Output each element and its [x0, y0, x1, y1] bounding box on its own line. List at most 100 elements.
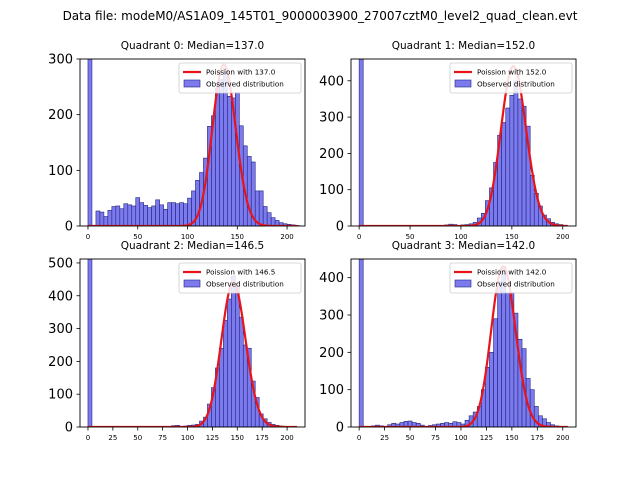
histogram-bar — [215, 87, 220, 226]
histogram-bar — [246, 156, 252, 226]
x-tick-label: 100 — [181, 233, 194, 241]
y-tick-label: 300 — [319, 111, 344, 126]
histogram-bar — [163, 209, 168, 226]
histogram-bar — [238, 316, 244, 427]
y-tick-label: 100 — [48, 388, 73, 403]
histogram-bar — [159, 204, 164, 226]
legend-bar-label: Observed distribution — [477, 280, 555, 289]
x-tick-label: 200 — [280, 233, 293, 241]
legend-box — [178, 62, 302, 94]
x-tick-label: 0 — [357, 233, 361, 241]
y-tick-label: 200 — [48, 355, 73, 370]
histogram-bar — [242, 344, 248, 427]
chart-quadrant-1: 0 50 100 150 200 0 100 200 300 400 Quadrant 1: Med… — [319, 40, 577, 241]
legend-bar-swatch — [454, 79, 472, 88]
histogram-bar — [87, 59, 93, 226]
histogram-bar — [107, 210, 113, 226]
x-tick-label: 150 — [505, 233, 518, 241]
x-tick-label: 100 — [454, 434, 467, 442]
y-tick-label: 300 — [48, 53, 73, 68]
histogram-bar — [155, 199, 160, 226]
y-tick-label: 0 — [336, 220, 344, 235]
x-tick-label: 150 — [231, 434, 244, 442]
y-tick-label: 400 — [319, 271, 344, 286]
x-tick-label: 150 — [231, 233, 244, 241]
legend-line-label: Poission with 152.0 — [477, 68, 547, 77]
histogram-bar — [219, 347, 224, 427]
legend-bar-label: Observed distribution — [477, 80, 555, 89]
x-tick-label: 200 — [556, 233, 569, 241]
histogram-bar — [501, 122, 507, 226]
legend-line-label: Poission with 142.0 — [477, 268, 547, 277]
legend-bar-label: Observed distribution — [206, 280, 284, 289]
histogram-bar — [505, 107, 511, 226]
y-tick-label: 500 — [48, 256, 73, 271]
histogram-bar — [167, 202, 172, 226]
chart-title: Quadrant 3: Median=142.0 — [392, 240, 535, 252]
histogram-bar — [489, 352, 494, 427]
histogram-bar — [103, 216, 109, 226]
chart-title: Quadrant 1: Median=152.0 — [392, 40, 535, 52]
histogram-bar — [509, 95, 515, 226]
x-tick-label: 200 — [280, 434, 293, 442]
y-tick-label: 0 — [65, 220, 73, 235]
legend-bar-swatch — [183, 279, 201, 288]
histogram-bar — [493, 318, 498, 427]
histogram-bar — [135, 197, 141, 226]
histogram-bar — [127, 204, 133, 226]
y-tick-label: 200 — [319, 346, 344, 361]
legend-box — [449, 262, 573, 294]
histogram-bar — [358, 259, 364, 427]
y-tick-label: 0 — [65, 421, 73, 436]
histogram-bar — [513, 80, 519, 226]
axes-frame — [79, 258, 306, 428]
histogram-bar — [179, 202, 184, 226]
histogram-bar — [87, 259, 93, 427]
plot-area — [87, 259, 298, 427]
x-tick-label: 50 — [133, 233, 142, 241]
histogram-bar — [270, 217, 276, 226]
y-tick-label: 100 — [319, 183, 344, 198]
histogram-bar — [266, 212, 272, 226]
histogram-bar — [151, 205, 156, 226]
histogram-bar — [123, 203, 129, 226]
chart-quadrant-3: 0 25 50 75 100 125 150 175 200 0 100 200 300 400 Quadr… — [319, 240, 577, 442]
histogram-bar — [223, 320, 228, 427]
plot-area — [358, 59, 568, 226]
histogram-bar — [262, 206, 268, 226]
plot-area — [87, 59, 300, 226]
histogram-bar — [497, 281, 502, 427]
x-tick-label: 50 — [406, 233, 415, 241]
x-tick-label: 25 — [108, 434, 117, 442]
poisson-fit-line — [87, 281, 298, 427]
x-tick-label: 125 — [206, 434, 219, 442]
y-tick-label: 100 — [48, 164, 73, 179]
histogram-bar — [171, 202, 176, 226]
x-tick-label: 50 — [406, 434, 415, 442]
histogram-bar — [115, 205, 121, 226]
x-tick-label: 0 — [86, 233, 90, 241]
legend-box — [178, 262, 302, 294]
x-tick-label: 175 — [256, 434, 269, 442]
histogram-bar — [111, 206, 117, 226]
y-tick-label: 200 — [48, 108, 73, 123]
x-tick-label: 200 — [556, 434, 569, 442]
poisson-fit-line — [87, 63, 298, 226]
histogram-bar — [147, 207, 152, 226]
y-tick-label: 300 — [48, 322, 73, 337]
chart-quadrant-0: 0 50 100 150 200 0 100 200 300 Quadrant 0: Median… — [48, 40, 306, 241]
x-tick-label: 0 — [86, 434, 90, 442]
x-tick-label: 125 — [480, 434, 493, 442]
axes-frame — [350, 258, 577, 428]
legend-bar-swatch — [183, 79, 201, 88]
histogram-bar — [175, 203, 180, 226]
x-tick-label: 75 — [431, 434, 440, 442]
x-tick-label: 175 — [531, 434, 544, 442]
x-tick-label: 150 — [505, 434, 518, 442]
histogram-bar — [139, 202, 145, 226]
histogram-bar — [358, 59, 364, 226]
histogram-bar — [183, 203, 188, 226]
histogram-bar — [131, 205, 137, 226]
histogram-bar — [95, 210, 101, 226]
y-tick-label: 400 — [319, 74, 344, 89]
